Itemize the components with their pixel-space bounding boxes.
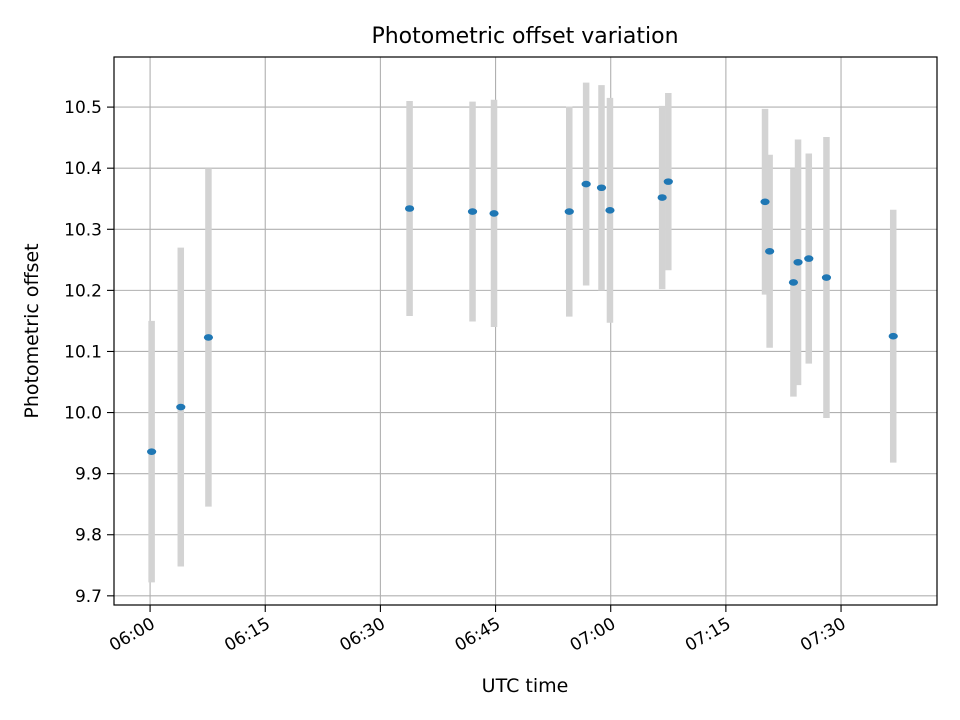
data-point: [467, 208, 478, 215]
y-axis-label: Photometric offset: [21, 243, 43, 418]
data-point: [788, 279, 799, 286]
data-point: [596, 184, 607, 192]
y-tick-label: 9.7: [75, 587, 102, 607]
data-point: [663, 178, 673, 185]
data-points: [147, 178, 898, 455]
data-point: [147, 448, 157, 455]
data-point: [804, 255, 814, 262]
data-point: [888, 332, 898, 340]
data-point: [581, 180, 591, 188]
y-tick-label: 9.8: [75, 526, 102, 546]
data-point: [605, 207, 615, 214]
y-tick-label: 10.3: [64, 220, 102, 240]
chart-title: Photometric offset variation: [371, 24, 678, 49]
y-tick-label: 10.2: [64, 281, 102, 301]
plot-frame: [113, 56, 938, 606]
y-tick-label: 10.4: [64, 159, 102, 179]
y-tick-label: 10.1: [64, 342, 102, 362]
data-point: [793, 258, 803, 266]
data-point: [821, 274, 832, 281]
data-point: [489, 210, 499, 217]
data-point: [564, 208, 574, 215]
data-point: [176, 403, 186, 411]
y-tick-label: 9.9: [75, 465, 102, 485]
data-point: [404, 205, 415, 212]
y-tick-label: 10.0: [64, 404, 102, 424]
x-axis-label: UTC time: [482, 675, 569, 697]
y-tick-label: 10.5: [64, 98, 102, 118]
data-point: [657, 194, 667, 201]
data-point: [765, 247, 775, 255]
data-point: [203, 334, 214, 341]
data-point: [760, 198, 770, 206]
